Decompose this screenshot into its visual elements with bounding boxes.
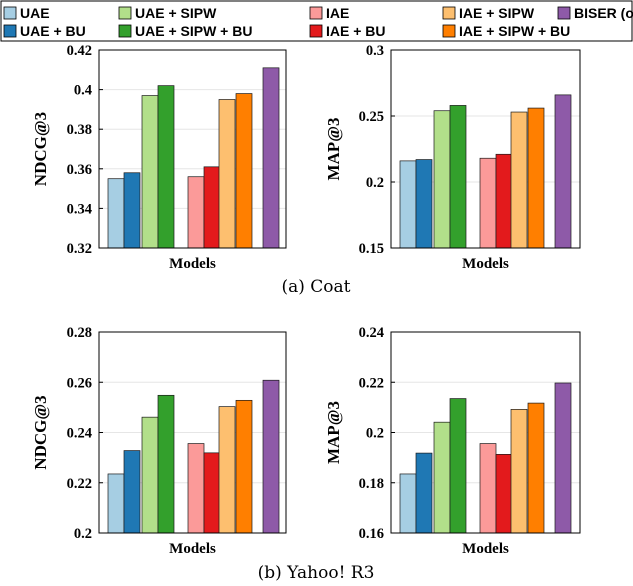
chart-panel-4: 0.16 0.18 0.2 0.22 0.24 MAP@3 Models	[324, 325, 581, 557]
bar-iae	[187, 176, 205, 249]
legend-label-iae-sipw: IAE + SIPW	[459, 5, 535, 21]
bar-iae-bu	[203, 452, 221, 534]
axes-frame	[98, 49, 287, 249]
bar-iae-sipw-bu	[235, 93, 253, 249]
y-tick-label: 0.26	[67, 375, 92, 391]
bar-uae-bu	[415, 452, 433, 534]
y-tick-label: 0.24	[67, 426, 92, 442]
axes-frame	[390, 331, 581, 534]
caption-yahoo: (b) Yahoo! R3	[258, 563, 375, 583]
chart-panel-3: 0.2 0.22 0.24 0.26 0.28 NDCG@3 Models	[31, 325, 287, 557]
bar-uae-bu	[123, 172, 141, 249]
bar-iae-sipw-bu	[235, 399, 253, 534]
y-tick-label: 0.2	[74, 526, 92, 542]
legend-swatch-iae	[309, 6, 323, 20]
y-tick-label: 0.4	[74, 83, 92, 99]
bar-iae	[479, 157, 497, 249]
bar-uae-sipw	[433, 421, 451, 534]
bar-uae	[399, 473, 417, 534]
legend-swatch-uae	[3, 6, 17, 20]
y-axis-label: NDCG@3	[31, 395, 50, 469]
legend-label-uae-sipw: UAE + SIPW	[135, 5, 217, 21]
bar-uae-sipw-bu	[157, 85, 175, 249]
y-tick-label: 0.32	[67, 241, 92, 257]
bar-uae-bu	[415, 159, 433, 249]
y-axis-label: NDCG@3	[31, 112, 50, 186]
y-tick-label: 0.2	[366, 175, 384, 191]
bar-uae-sipw	[141, 95, 159, 249]
y-tick-label: 0.24	[359, 325, 384, 341]
legend-swatch-iae-sipw	[442, 6, 456, 20]
bar-iae-bu	[495, 454, 513, 534]
x-axis-label: Models	[462, 256, 509, 272]
bar-iae	[479, 443, 497, 534]
y-tick-label: 0.25	[359, 109, 384, 125]
bar-iae-sipw	[510, 111, 528, 249]
y-tick-label: 0.22	[359, 375, 384, 391]
y-tick-label: 0.16	[359, 526, 384, 542]
y-tick-label: 0.42	[67, 43, 92, 59]
bar-biser-ours	[262, 379, 280, 534]
axes-frame	[98, 331, 287, 534]
legend-swatch-uae-bu	[3, 24, 17, 38]
bar-iae-bu	[203, 166, 221, 249]
x-axis-label: Models	[169, 541, 216, 557]
bar-uae	[399, 160, 417, 249]
legend-swatch-iae-bu	[309, 24, 323, 38]
bar-iae	[187, 443, 205, 534]
legend-swatch-iae-sipw-bu	[442, 24, 456, 38]
legend: UAE UAE + BU UAE + SIPW UAE + SIPW + BU IAE I…	[0, 0, 633, 42]
y-tick-label: 0.38	[67, 122, 92, 138]
y-axis-label: MAP@3	[324, 401, 343, 464]
y-tick-label: 0.36	[67, 162, 92, 178]
y-tick-label: 0.22	[67, 476, 92, 492]
bar-uae-sipw	[141, 416, 159, 534]
bar-iae-sipw	[510, 409, 528, 534]
chart-panels: 0.320.340.360.380.40.42NDCG@3Models0.150…	[31, 43, 581, 557]
bar-iae-sipw-bu	[527, 402, 545, 534]
bar-biser-ours	[554, 94, 572, 249]
x-axis-label: Models	[462, 541, 509, 557]
y-tick-label: 0.28	[67, 325, 92, 341]
legend-label-uae-bu: UAE + BU	[20, 23, 86, 39]
y-tick-label: 0.18	[359, 476, 384, 492]
legend-label-iae-sipw-bu: IAE + SIPW + BU	[459, 23, 570, 39]
bar-iae-sipw	[218, 99, 236, 249]
y-tick-label: 0.3	[366, 43, 384, 59]
bar-uae-sipw	[433, 110, 451, 249]
legend-swatch-uae-sipw	[118, 6, 132, 20]
legend-swatch-biser-ours	[557, 6, 571, 20]
chart-panel-1: 0.32 0.34 0.36 0.38 0.4 0.42 NDCG@3 Models	[31, 43, 287, 272]
legend-label-iae: IAE	[326, 5, 349, 21]
x-axis-label: Models	[169, 256, 216, 272]
bar-iae-bu	[495, 153, 513, 249]
bar-uae-sipw-bu	[449, 105, 467, 249]
y-tick-label: 0.2	[366, 426, 384, 442]
bar-biser-ours	[262, 67, 280, 249]
axes-frame	[390, 49, 581, 249]
legend-label-iae-bu: IAE + BU	[326, 23, 386, 39]
bar-biser-ours	[554, 382, 572, 534]
bar-uae	[107, 473, 125, 534]
bar-uae-sipw-bu	[157, 394, 175, 534]
bar-uae-bu	[123, 450, 141, 534]
bar-iae-sipw	[218, 406, 236, 534]
legend-label-uae-sipw-bu: UAE + SIPW + BU	[135, 23, 252, 39]
y-tick-label: 0.15	[359, 241, 384, 257]
bar-iae-sipw-bu	[527, 107, 545, 249]
y-tick-label: 0.34	[67, 201, 92, 217]
bar-uae	[107, 178, 125, 249]
caption-coat: (a) Coat	[281, 277, 350, 297]
y-axis-label: MAP@3	[324, 117, 343, 180]
legend-swatch-uae-sipw-bu	[118, 24, 132, 38]
legend-label-uae: UAE	[20, 5, 50, 21]
bar-uae-sipw-bu	[449, 398, 467, 534]
chart-panel-2: 0.15 0.2 0.25 0.3 MAP@3 Models	[324, 43, 581, 272]
legend-label-biser-ours: BISER (ours)	[574, 5, 633, 21]
